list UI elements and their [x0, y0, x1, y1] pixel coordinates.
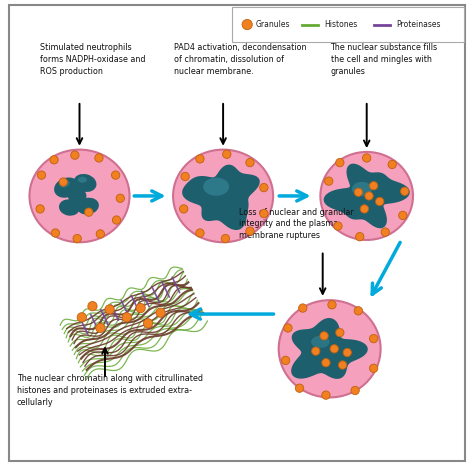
Circle shape — [95, 154, 103, 162]
Circle shape — [322, 391, 330, 399]
Circle shape — [299, 304, 307, 312]
Circle shape — [330, 345, 338, 353]
Circle shape — [59, 178, 67, 186]
Ellipse shape — [59, 199, 80, 216]
Circle shape — [221, 234, 229, 243]
Circle shape — [322, 358, 330, 367]
Text: Granules: Granules — [255, 20, 290, 29]
Text: The nuclear substance fills
the cell and mingles with
granules: The nuclear substance fills the cell and… — [330, 43, 438, 75]
Circle shape — [369, 335, 378, 343]
Circle shape — [111, 171, 120, 179]
Ellipse shape — [173, 150, 273, 242]
Ellipse shape — [279, 300, 381, 397]
Circle shape — [84, 208, 93, 216]
Ellipse shape — [29, 150, 129, 242]
Circle shape — [37, 171, 46, 179]
Circle shape — [343, 349, 351, 356]
FancyBboxPatch shape — [232, 7, 464, 41]
Circle shape — [375, 197, 384, 206]
Circle shape — [338, 361, 347, 369]
Circle shape — [363, 154, 371, 162]
Circle shape — [51, 229, 60, 237]
Polygon shape — [352, 182, 372, 196]
Polygon shape — [324, 164, 410, 228]
Circle shape — [105, 305, 114, 314]
Ellipse shape — [77, 198, 99, 214]
Polygon shape — [182, 164, 260, 230]
Text: The nuclear chromatin along with citrullinated
histones and proteinases is extru: The nuclear chromatin along with citrull… — [17, 374, 203, 407]
Circle shape — [36, 205, 44, 213]
Ellipse shape — [60, 180, 70, 188]
Circle shape — [196, 155, 204, 163]
Circle shape — [136, 303, 146, 313]
Circle shape — [71, 151, 79, 159]
Circle shape — [399, 211, 407, 219]
Circle shape — [246, 227, 254, 235]
Circle shape — [336, 329, 344, 337]
Polygon shape — [311, 336, 329, 348]
Circle shape — [401, 187, 409, 195]
Circle shape — [356, 233, 364, 241]
Circle shape — [295, 384, 304, 392]
Circle shape — [320, 332, 328, 340]
Circle shape — [116, 194, 125, 202]
Ellipse shape — [78, 177, 87, 183]
Circle shape — [381, 228, 390, 236]
Circle shape — [196, 229, 204, 237]
Circle shape — [354, 307, 363, 315]
Circle shape — [96, 230, 105, 238]
Ellipse shape — [54, 178, 79, 198]
Circle shape — [360, 205, 369, 213]
Circle shape — [122, 313, 131, 322]
Circle shape — [181, 172, 189, 181]
Circle shape — [328, 301, 336, 309]
Text: Proteinases: Proteinases — [396, 20, 440, 29]
Circle shape — [336, 158, 344, 167]
Circle shape — [156, 308, 165, 317]
Circle shape — [260, 184, 268, 192]
Circle shape — [351, 386, 359, 395]
Circle shape — [282, 356, 290, 364]
Text: Histones: Histones — [324, 20, 357, 29]
Circle shape — [334, 222, 342, 230]
Circle shape — [388, 160, 396, 169]
Circle shape — [180, 205, 188, 213]
Text: Stimulated neutrophils
forms NADPH-oxidase and
ROS production: Stimulated neutrophils forms NADPH-oxida… — [40, 43, 146, 75]
Circle shape — [369, 364, 378, 372]
Circle shape — [365, 192, 373, 200]
Circle shape — [354, 188, 363, 196]
Circle shape — [73, 234, 82, 243]
Circle shape — [311, 347, 320, 355]
Circle shape — [246, 158, 254, 167]
Circle shape — [260, 209, 268, 218]
Polygon shape — [291, 318, 368, 379]
Circle shape — [369, 182, 378, 190]
Ellipse shape — [68, 188, 86, 204]
Circle shape — [223, 150, 231, 158]
Circle shape — [112, 216, 121, 224]
Ellipse shape — [73, 174, 97, 192]
Polygon shape — [203, 178, 229, 196]
FancyBboxPatch shape — [9, 5, 465, 461]
Text: Loss of nuclear and granular
integrity and the plasma
membrane ruptures: Loss of nuclear and granular integrity a… — [239, 207, 354, 240]
Circle shape — [50, 156, 58, 164]
Circle shape — [77, 313, 86, 322]
Circle shape — [325, 177, 333, 185]
Text: PAD4 activation, decondensation
of chromatin, dissolution of
nuclear membrane.: PAD4 activation, decondensation of chrom… — [174, 43, 307, 75]
Circle shape — [242, 20, 252, 30]
Circle shape — [88, 302, 97, 311]
Circle shape — [144, 319, 153, 328]
Ellipse shape — [320, 152, 413, 240]
Circle shape — [96, 323, 105, 333]
Circle shape — [284, 324, 292, 332]
